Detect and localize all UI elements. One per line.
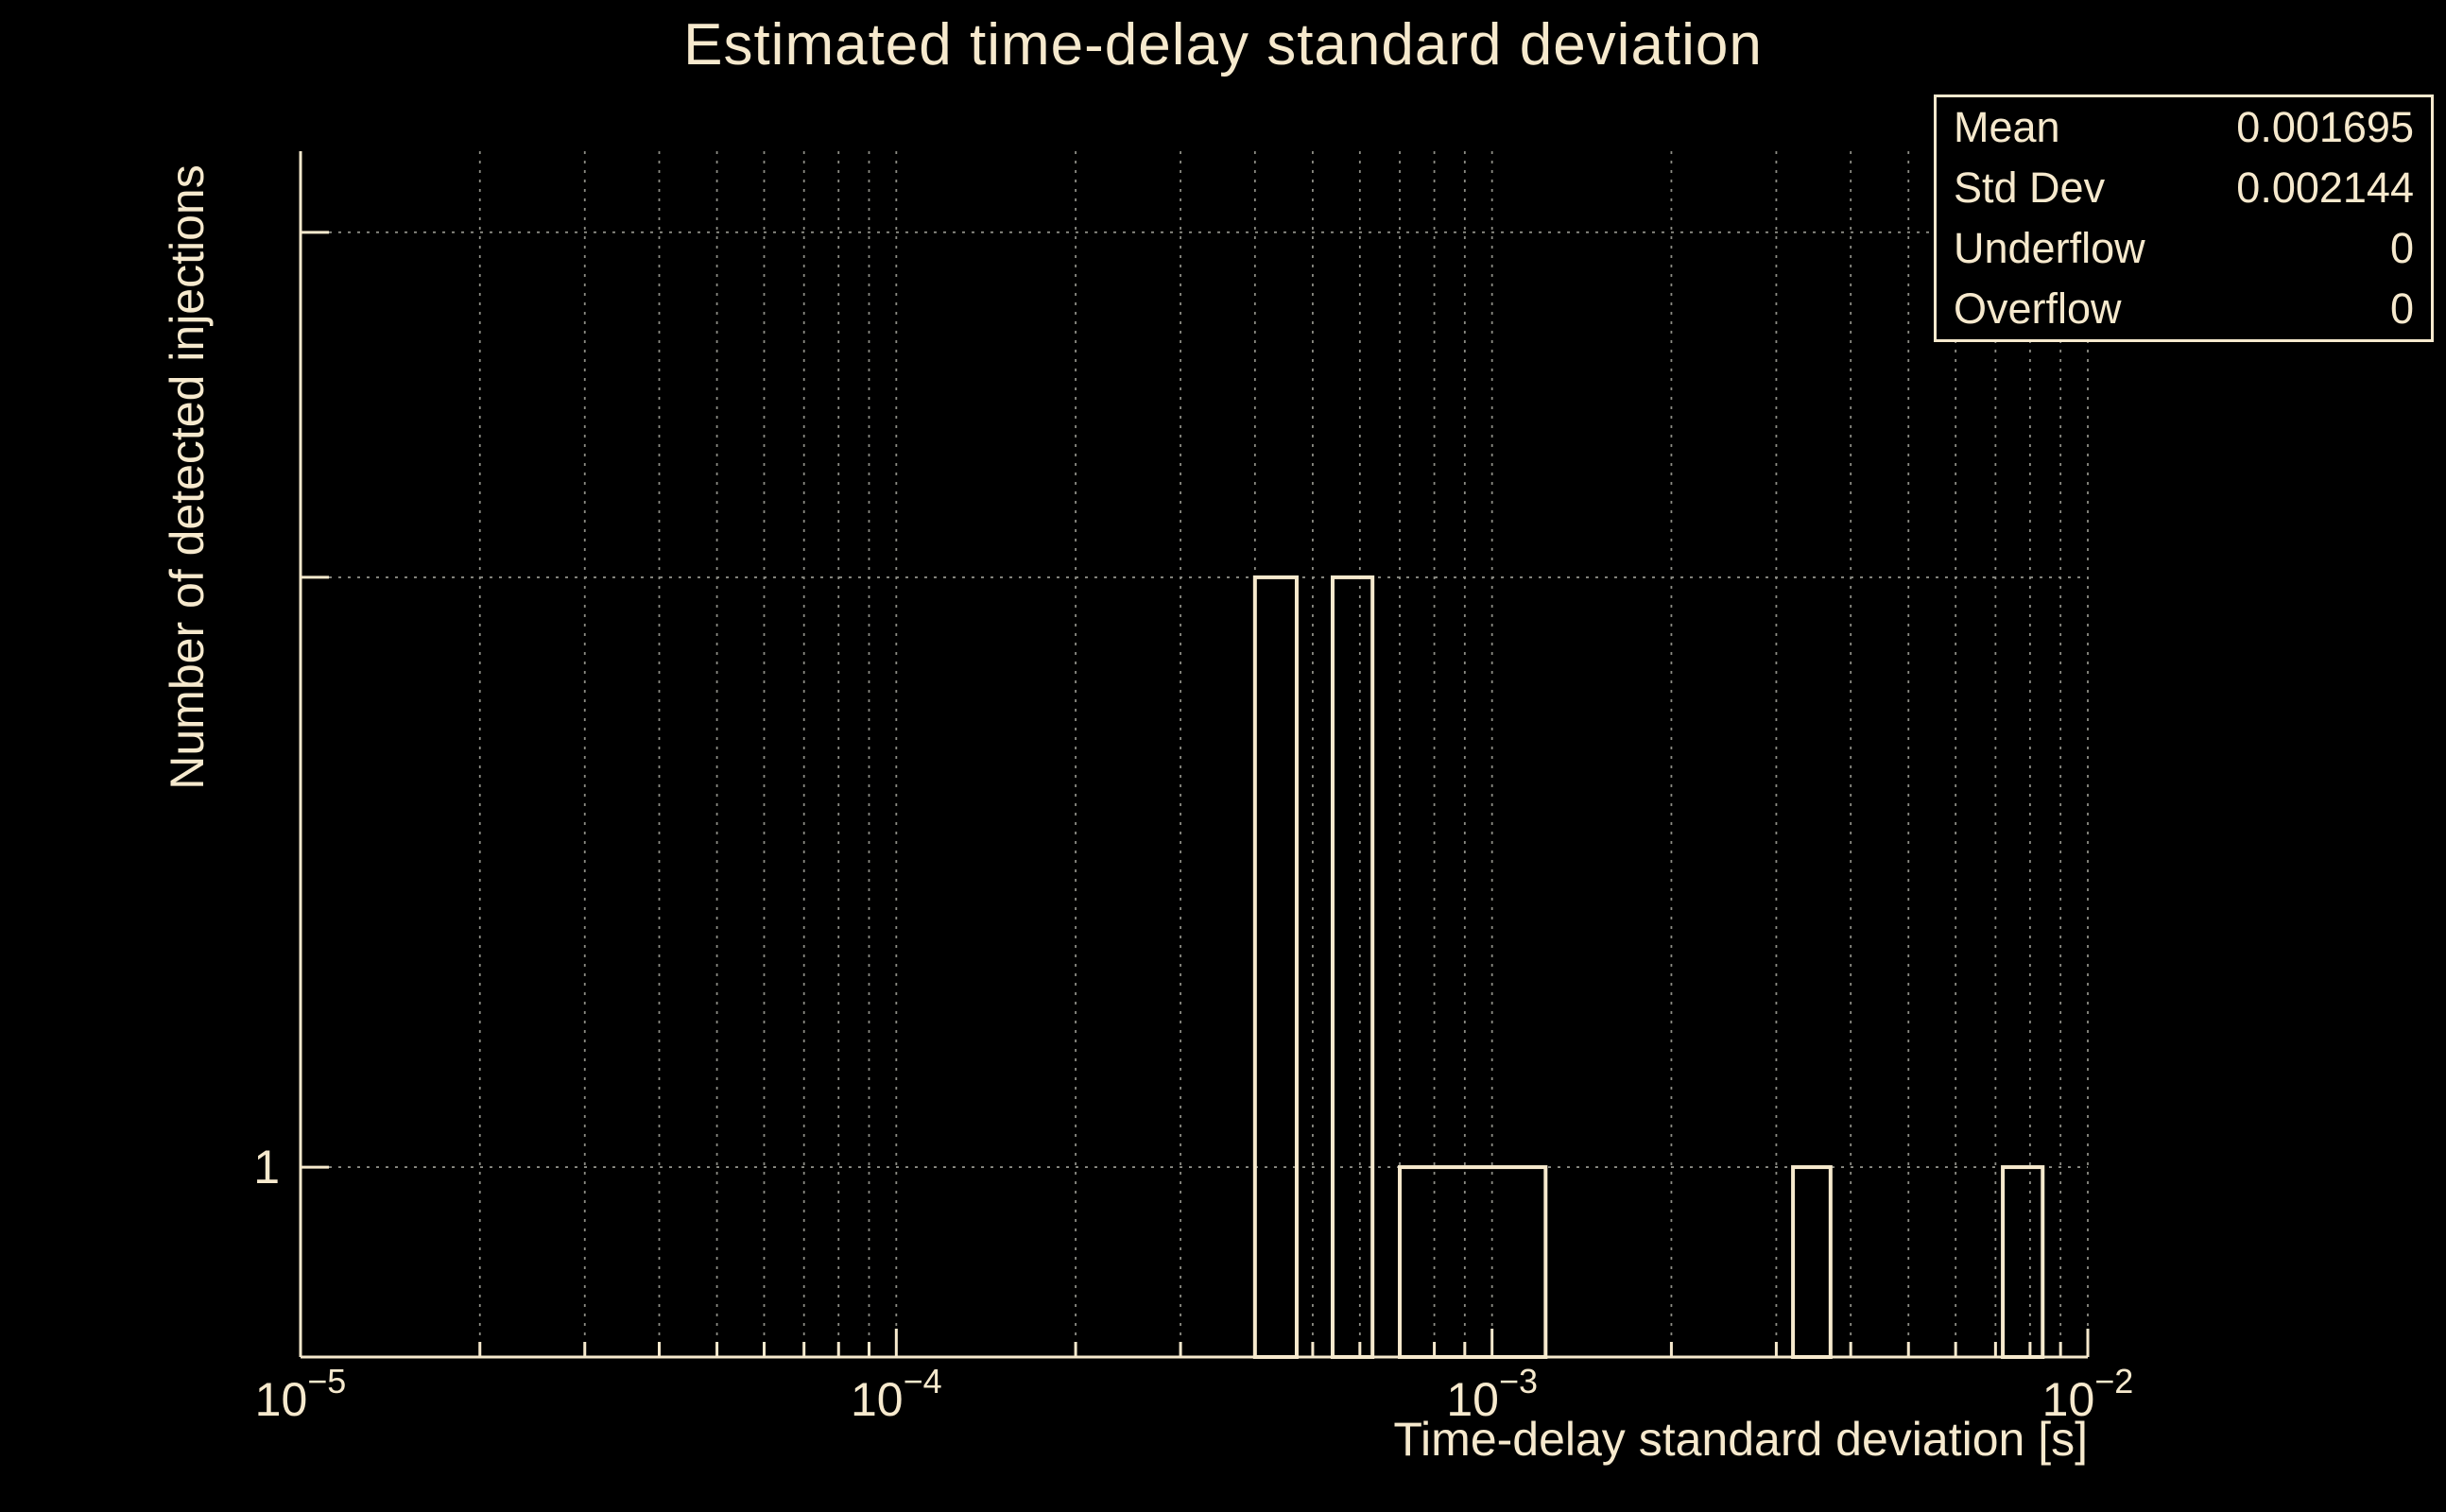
histogram-bar: [1252, 575, 1299, 1359]
x-tick-label: 10−4: [851, 1362, 942, 1426]
stats-overflow-value: 0: [2389, 284, 2414, 333]
stats-row-mean: Mean 0.001695: [1937, 97, 2431, 158]
y-axis-label: Number of detected injections: [161, 164, 214, 790]
y-tick-label: 1: [253, 1141, 280, 1194]
stats-overflow-label: Overflow: [1954, 284, 2122, 333]
x-tick-label: 10−2: [2042, 1362, 2134, 1426]
stats-row-underflow: Underflow 0: [1937, 218, 2431, 279]
x-tick-label: 10−5: [255, 1362, 347, 1426]
stats-row-overflow: Overflow 0: [1937, 279, 2431, 339]
histogram-bar: [2001, 1165, 2045, 1360]
stats-mean-label: Mean: [1954, 103, 2060, 151]
stats-stddev-value: 0.002144: [2236, 163, 2414, 212]
stats-mean-value: 0.001695: [2236, 103, 2414, 151]
stats-box: Mean 0.001695 Std Dev 0.002144 Underflow…: [1934, 94, 2434, 342]
x-axis-label: Time-delay standard deviation [s]: [1393, 1413, 2088, 1466]
chart-title: Estimated time-delay standard deviation: [683, 12, 1763, 77]
histogram-bar: [1398, 1165, 1548, 1360]
x-tick-label: 10−3: [1446, 1362, 1538, 1426]
stats-underflow-value: 0: [2389, 224, 2414, 272]
stats-underflow-label: Underflow: [1954, 224, 2145, 272]
histogram-bar: [1330, 575, 1375, 1359]
histogram-bar: [1791, 1165, 1833, 1360]
stats-row-stddev: Std Dev 0.002144: [1937, 158, 2431, 218]
stats-stddev-label: Std Dev: [1954, 163, 2106, 212]
